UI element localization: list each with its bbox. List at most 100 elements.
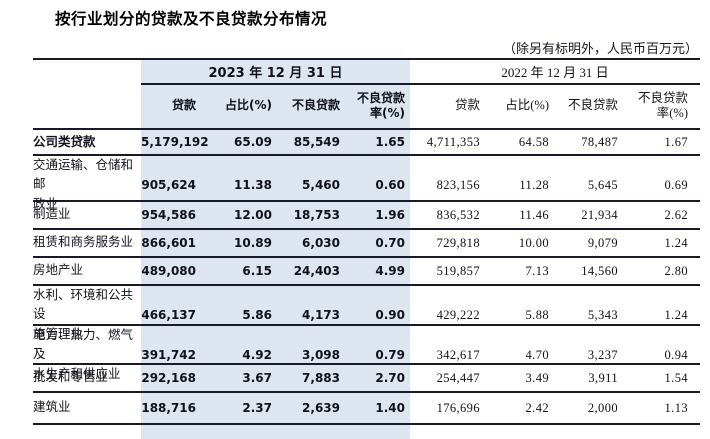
table-top-rule bbox=[33, 58, 700, 60]
share-2023: 12.00 bbox=[234, 208, 272, 222]
row-label: 水利、环境和公共设 施管理业 bbox=[33, 288, 134, 341]
row-label: 电力、热力、燃气及 水生产和供应业 bbox=[33, 328, 134, 381]
npl-2022: 14,560 bbox=[581, 263, 618, 278]
npl-2023: 18,753 bbox=[293, 208, 340, 222]
unit-note: （除另有标明外，人民币百万元） bbox=[502, 41, 698, 56]
share-2022: 7.13 bbox=[525, 263, 549, 278]
npl-2023: 6,030 bbox=[302, 236, 340, 250]
column-header-share-2022: 占比(%) bbox=[505, 98, 549, 112]
npl-2022: 2,000 bbox=[587, 400, 618, 415]
loans-2022: 4,711,353 bbox=[426, 134, 480, 149]
npl-2022: 3,237 bbox=[587, 347, 618, 362]
share-2022: 2.42 bbox=[525, 400, 549, 415]
share-2022: 11.28 bbox=[519, 177, 549, 192]
share-2023: 3.67 bbox=[242, 371, 272, 385]
npl-ratio-2022: 1.13 bbox=[664, 400, 688, 415]
npl-2022: 5,645 bbox=[587, 177, 618, 192]
loans-2022: 254,447 bbox=[436, 370, 480, 385]
column-header-npl-2023: 不良贷款 bbox=[291, 98, 340, 113]
loans-2023: 5,179,192 bbox=[141, 135, 209, 149]
table-row-transport: 交通运输、仓储和邮 政业 905,624 11.38 5,460 0.60 82… bbox=[33, 156, 700, 211]
npl-ratio-2023: 0.79 bbox=[375, 348, 405, 363]
share-2022: 64.58 bbox=[518, 134, 549, 149]
column-header-share-2023: 占比(%) bbox=[225, 98, 272, 113]
npl-ratio-2022: 0.69 bbox=[664, 177, 688, 192]
npl-2022: 3,911 bbox=[588, 370, 618, 385]
share-2022: 11.46 bbox=[519, 207, 549, 222]
column-header-npl-ratio-2023: 不良贷款 率(%) bbox=[356, 91, 405, 120]
period-header-underline bbox=[141, 83, 700, 85]
row-label: 房地产业 bbox=[33, 263, 84, 278]
table-row-water-environment: 水利、环境和公共设 施管理业 466,137 5.86 4,173 0.90 4… bbox=[33, 286, 700, 341]
npl-ratio-2022: 0.94 bbox=[664, 347, 688, 362]
npl-ratio-2023: 1.40 bbox=[375, 401, 405, 415]
share-2023: 4.92 bbox=[242, 348, 272, 363]
column-header-row: 贷款 占比(%) 不良贷款 不良贷款 率(%) 贷款 占比(%) 不良贷款 不良… bbox=[33, 83, 700, 130]
loans-2022: 429,222 bbox=[436, 307, 480, 322]
npl-ratio-2022: 2.62 bbox=[664, 207, 688, 222]
loans-2023: 905,624 bbox=[141, 178, 196, 193]
row-label: 交通运输、仓储和邮 政业 bbox=[33, 158, 134, 211]
share-2023: 10.89 bbox=[234, 236, 272, 250]
share-2023: 5.86 bbox=[242, 308, 272, 323]
npl-ratio-2022: 1.24 bbox=[664, 307, 688, 322]
npl-2023: 2,639 bbox=[302, 401, 340, 415]
share-2023: 6.15 bbox=[242, 264, 272, 278]
loans-by-industry-table: 2023 年 12 月 31 日 2022 年 12 月 31 日 贷款 占比(… bbox=[33, 58, 700, 425]
share-2023: 2.37 bbox=[242, 401, 272, 415]
column-header-loans-2023: 贷款 bbox=[171, 98, 196, 113]
row-label: 租赁和商务服务业 bbox=[33, 235, 134, 250]
table-row-leasing-business-services: 租赁和商务服务业 866,601 10.89 6,030 0.70 729,81… bbox=[33, 230, 700, 258]
loans-2023: 188,716 bbox=[141, 401, 196, 415]
npl-ratio-2023: 1.96 bbox=[375, 208, 405, 222]
loans-2023: 391,742 bbox=[141, 348, 196, 363]
column-header-loans-2022: 贷款 bbox=[454, 98, 480, 112]
npl-ratio-2022: 2.80 bbox=[664, 263, 688, 278]
npl-2023: 7,883 bbox=[302, 371, 340, 385]
share-2023: 11.38 bbox=[234, 178, 272, 193]
loans-2023: 466,137 bbox=[141, 308, 196, 323]
period-header-2022: 2022 年 12 月 31 日 bbox=[501, 65, 609, 80]
row-label: 建筑业 bbox=[33, 400, 71, 415]
loans-2022: 836,532 bbox=[436, 207, 480, 222]
table-row-power-heat-gas-water: 电力、热力、燃气及 水生产和供应业 391,742 4.92 3,098 0.7… bbox=[33, 326, 700, 381]
npl-ratio-2022: 1.67 bbox=[664, 134, 688, 149]
loans-2023: 954,586 bbox=[141, 208, 196, 222]
npl-ratio-2023: 0.70 bbox=[375, 236, 405, 250]
npl-2022: 21,934 bbox=[581, 207, 618, 222]
highlight-band-2023 bbox=[141, 60, 410, 439]
npl-2023: 5,460 bbox=[302, 178, 340, 193]
npl-ratio-2022: 1.54 bbox=[664, 370, 688, 385]
loans-2022: 342,617 bbox=[436, 347, 480, 362]
table-row-corporate-loans: 公司类贷款 5,179,192 65.09 85,549 1.65 4,711,… bbox=[33, 130, 700, 156]
npl-2022: 78,487 bbox=[581, 134, 618, 149]
npl-2023: 24,403 bbox=[293, 264, 340, 278]
row-label: 制造业 bbox=[33, 207, 71, 222]
npl-ratio-2023: 4.99 bbox=[375, 264, 405, 278]
row-label: 公司类贷款 bbox=[33, 134, 96, 150]
period-header-row: 2023 年 12 月 31 日 2022 年 12 月 31 日 bbox=[33, 60, 700, 83]
section-title: 按行业划分的贷款及不良贷款分布情况 bbox=[55, 10, 328, 28]
loans-2022: 519,857 bbox=[436, 263, 480, 278]
npl-ratio-2023: 1.65 bbox=[375, 135, 405, 149]
loans-2023: 292,168 bbox=[141, 371, 196, 385]
column-header-npl-2022: 不良贷款 bbox=[567, 98, 618, 112]
npl-2023: 3,098 bbox=[302, 348, 340, 363]
share-2022: 4.70 bbox=[525, 347, 549, 362]
table-row-manufacturing: 制造业 954,586 12.00 18,753 1.96 836,532 11… bbox=[33, 202, 700, 230]
loans-2023: 866,601 bbox=[141, 236, 196, 250]
npl-ratio-2022: 1.24 bbox=[664, 235, 688, 250]
share-2023: 65.09 bbox=[234, 135, 272, 149]
period-header-2023: 2023 年 12 月 31 日 bbox=[208, 66, 343, 81]
npl-2022: 5,343 bbox=[587, 307, 618, 322]
share-2022: 5.88 bbox=[525, 307, 549, 322]
npl-ratio-2023: 0.90 bbox=[375, 308, 405, 323]
table-row-construction: 建筑业 188,716 2.37 2,639 1.40 176,696 2.42… bbox=[33, 393, 700, 425]
npl-2022: 9,079 bbox=[587, 235, 618, 250]
loans-2022: 176,696 bbox=[436, 400, 480, 415]
loans-2022: 823,156 bbox=[436, 177, 480, 192]
npl-ratio-2023: 2.70 bbox=[375, 371, 405, 385]
share-2022: 10.00 bbox=[518, 235, 549, 250]
table-row-real-estate: 房地产业 489,080 6.15 24,403 4.99 519,857 7.… bbox=[33, 258, 700, 286]
